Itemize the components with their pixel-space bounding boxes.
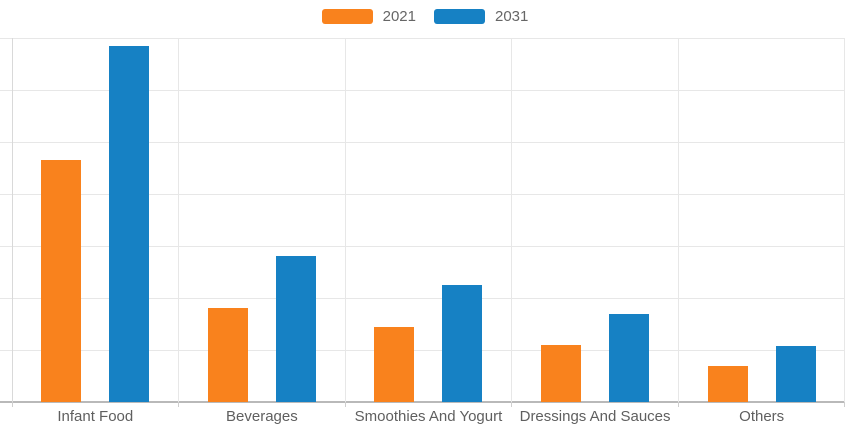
h-gridline bbox=[0, 38, 845, 39]
bar-group-beverages bbox=[179, 38, 346, 402]
bar-smoothies-and-yogurt-2031[interactable] bbox=[442, 285, 483, 402]
h-gridline bbox=[0, 90, 845, 91]
bar-beverages-2031[interactable] bbox=[275, 256, 316, 402]
x-axis-tick bbox=[844, 402, 845, 407]
v-gridline bbox=[844, 38, 845, 402]
bar-group-smoothies-and-yogurt bbox=[345, 38, 512, 402]
x-label-others: Others bbox=[739, 408, 785, 425]
bar-groups bbox=[12, 38, 845, 402]
x-label-dressings-and-sauces: Dressings And Sauces bbox=[519, 408, 671, 425]
v-gridline bbox=[677, 38, 679, 402]
legend-item-2031[interactable]: 2031 bbox=[434, 9, 528, 24]
x-label-infant-food: Infant Food bbox=[57, 408, 134, 425]
grid-layer bbox=[0, 38, 845, 403]
h-gridline bbox=[0, 142, 845, 143]
x-axis-tick bbox=[511, 402, 513, 407]
bar-dressings-and-sauces-2021[interactable] bbox=[541, 344, 582, 402]
x-axis-tick bbox=[12, 402, 13, 407]
h-gridline bbox=[0, 246, 845, 247]
bar-smoothies-and-yogurt-2021[interactable] bbox=[374, 326, 415, 402]
bar-group-others bbox=[678, 38, 845, 402]
bar-others-2021[interactable] bbox=[707, 365, 748, 402]
plot-area bbox=[12, 38, 845, 407]
v-gridline bbox=[511, 38, 513, 402]
bar-group-infant-food bbox=[12, 38, 179, 402]
x-axis-line bbox=[0, 401, 845, 403]
legend-swatch-2031 bbox=[434, 9, 485, 24]
h-gridline bbox=[0, 194, 845, 195]
x-axis-tick bbox=[344, 402, 346, 407]
legend-item-2021[interactable]: 2021 bbox=[321, 8, 416, 25]
x-axis-tick bbox=[178, 402, 180, 407]
bar-infant-food-2031[interactable] bbox=[109, 45, 150, 402]
y-axis-line bbox=[12, 38, 13, 402]
bar-infant-food-2021[interactable] bbox=[41, 160, 82, 402]
chart-legend: 2021 2031 bbox=[0, 9, 850, 24]
x-axis-tick bbox=[677, 402, 679, 407]
bar-others-2031[interactable] bbox=[775, 345, 816, 402]
x-axis-labels: Infant Food Beverages Smoothies And Yogurt… bbox=[12, 409, 845, 425]
v-gridline bbox=[178, 38, 180, 402]
h-gridline bbox=[0, 298, 845, 299]
v-gridline bbox=[344, 38, 346, 402]
x-label-smoothies-and-yogurt: Smoothies And Yogurt bbox=[354, 408, 503, 425]
x-label-beverages: Beverages bbox=[226, 408, 298, 425]
legend-label-2021: 2021 bbox=[382, 8, 416, 25]
bar-group-dressings-and-sauces bbox=[512, 38, 679, 402]
bar-dressings-and-sauces-2031[interactable] bbox=[609, 313, 650, 402]
h-gridline bbox=[0, 350, 845, 351]
legend-label-2031: 2031 bbox=[495, 8, 529, 25]
bar-beverages-2021[interactable] bbox=[207, 308, 248, 402]
legend-swatch-2021 bbox=[321, 9, 373, 24]
